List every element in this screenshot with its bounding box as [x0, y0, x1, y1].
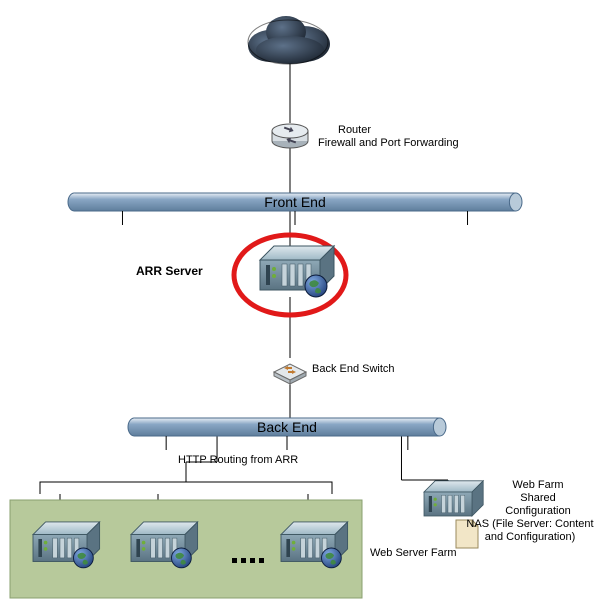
http-routing-label: HTTP Routing from ARR	[178, 454, 298, 466]
arr-server-icon	[260, 246, 334, 297]
nas-label-5: and Configuration)	[485, 531, 576, 543]
globe-icon	[322, 548, 342, 568]
ellipsis-dot	[259, 558, 264, 563]
farm-bracket	[40, 482, 332, 494]
internet-cloud-icon	[248, 16, 330, 64]
farm-server-3	[281, 522, 348, 568]
globe-icon	[172, 548, 192, 568]
farm-server-2	[131, 522, 198, 568]
router-title: Router	[338, 124, 371, 136]
ellipsis-dot	[250, 558, 255, 563]
arr-server-label: ARR Server	[136, 264, 203, 278]
nas-label-1: Web Farm	[512, 479, 563, 491]
router-subtitle: Firewall and Port Forwarding	[318, 137, 459, 149]
nas-label-3: Configuration	[505, 505, 570, 517]
nas-label-4: NAS (File Server: Content	[466, 518, 593, 530]
ellipsis-dot	[241, 558, 246, 563]
nas-server-icon	[424, 481, 483, 516]
switch-label: Back End Switch	[312, 363, 395, 375]
ellipsis-dot	[232, 558, 237, 563]
web-farm-label: Web Server Farm	[370, 547, 457, 559]
front-end-bus-label: Front End	[264, 194, 325, 210]
back-end-bus-label: Back End	[257, 419, 317, 435]
globe-icon	[74, 548, 94, 568]
farm-server-1	[33, 522, 100, 568]
globe-icon	[305, 275, 327, 297]
switch-icon	[274, 364, 306, 384]
nas-label-2: Shared	[520, 492, 555, 504]
router-icon	[272, 124, 308, 148]
